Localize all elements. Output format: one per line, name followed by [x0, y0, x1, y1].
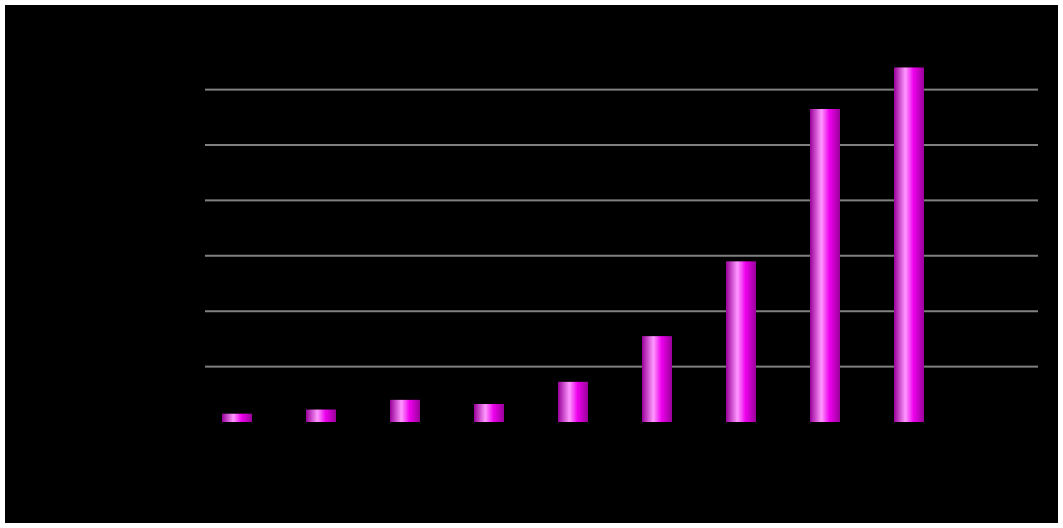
bar	[726, 261, 756, 422]
bar	[894, 67, 924, 422]
bar	[642, 336, 672, 422]
bar	[306, 409, 336, 422]
bar	[222, 413, 252, 422]
bar	[810, 108, 840, 423]
chart-frame	[5, 5, 1058, 523]
bars	[222, 67, 924, 423]
bar	[558, 381, 588, 422]
bar-chart	[205, 67, 1038, 423]
bar	[390, 399, 420, 422]
bar	[474, 403, 504, 422]
